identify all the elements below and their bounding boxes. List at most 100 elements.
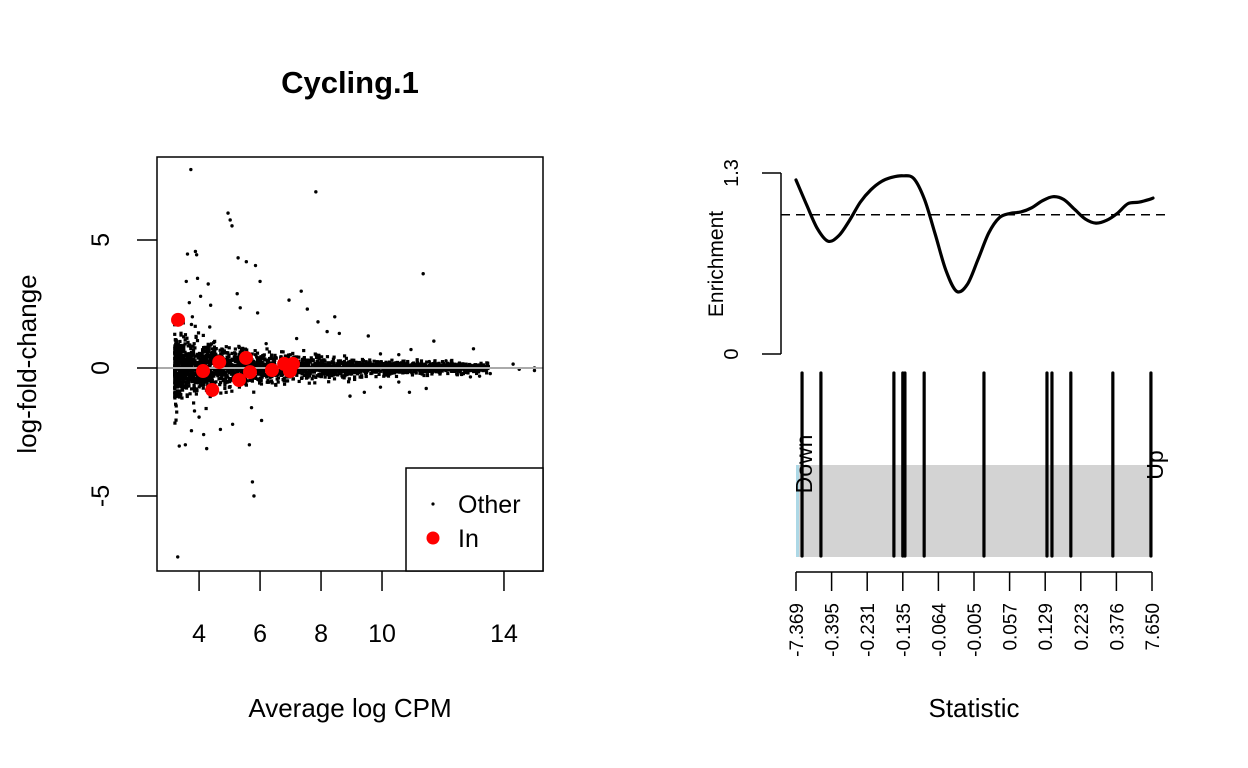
other-point xyxy=(200,383,204,387)
other-point xyxy=(197,356,201,360)
other-point xyxy=(226,369,230,373)
chart-title: Cycling.1 xyxy=(281,65,419,100)
other-point xyxy=(182,335,186,339)
other-point xyxy=(485,371,489,375)
other-point xyxy=(189,346,193,351)
other-point xyxy=(214,368,218,372)
other-point xyxy=(179,351,183,355)
other-point xyxy=(206,282,210,286)
other-point xyxy=(250,480,255,484)
other-point xyxy=(225,362,229,366)
other-point xyxy=(452,363,457,367)
other-point xyxy=(174,418,178,422)
other-point xyxy=(282,382,287,386)
other-point xyxy=(195,338,200,343)
other-point xyxy=(185,393,189,397)
other-point xyxy=(511,362,515,366)
other-point xyxy=(295,373,299,377)
other-point xyxy=(348,394,352,398)
other-point xyxy=(375,360,379,364)
other-point xyxy=(320,370,325,374)
other-point xyxy=(406,359,410,364)
other-point xyxy=(219,391,223,395)
other-point xyxy=(309,356,313,360)
other-point xyxy=(203,362,207,366)
other-point xyxy=(195,276,200,281)
other-point xyxy=(266,361,270,365)
other-point xyxy=(210,361,214,365)
other-point xyxy=(245,348,249,352)
other-point xyxy=(205,377,209,381)
other-point xyxy=(184,370,188,374)
other-point xyxy=(417,362,421,366)
legend-other-marker xyxy=(431,502,435,506)
other-point xyxy=(419,368,423,373)
other-point xyxy=(187,376,191,380)
other-point xyxy=(193,324,197,328)
other-point xyxy=(296,368,300,372)
other-point xyxy=(412,361,416,365)
x-tick-label: 10 xyxy=(368,620,396,648)
other-point xyxy=(176,354,180,358)
other-point xyxy=(423,362,427,366)
other-point xyxy=(313,352,317,356)
plot-frame xyxy=(156,156,544,572)
other-point xyxy=(302,357,306,361)
ma-plot: Cycling.1 4 6 8 10 14 -5 0 5 Average log CPM l… xyxy=(12,65,544,723)
other-point xyxy=(446,371,450,376)
other-point xyxy=(218,427,223,432)
other-point xyxy=(201,380,205,384)
other-point xyxy=(183,333,188,337)
other-point xyxy=(401,361,405,366)
other-point xyxy=(440,360,445,364)
other-point xyxy=(449,362,453,367)
other-point xyxy=(379,364,383,368)
other-point xyxy=(234,363,238,367)
other-point xyxy=(204,356,208,360)
other-point xyxy=(186,360,191,364)
other-point xyxy=(182,346,186,351)
other-point xyxy=(187,344,192,348)
other-point xyxy=(310,377,314,381)
other-point xyxy=(425,370,430,374)
other-point xyxy=(314,375,318,379)
other-point xyxy=(218,372,223,376)
other-point xyxy=(378,385,383,389)
other-point xyxy=(469,368,473,373)
other-point xyxy=(357,360,361,365)
other-point xyxy=(228,385,232,389)
other-point xyxy=(211,372,215,376)
other-point xyxy=(387,363,391,367)
other-point xyxy=(190,315,195,319)
other-point xyxy=(392,367,396,372)
other-point xyxy=(286,356,291,360)
other-point xyxy=(316,320,320,324)
other-point xyxy=(231,369,235,374)
other-point xyxy=(419,362,423,366)
other-point xyxy=(351,359,356,363)
other-point xyxy=(173,356,177,361)
other-point xyxy=(210,347,214,351)
y-tick-label: 5 xyxy=(87,233,115,247)
other-point xyxy=(209,342,214,346)
other-point xyxy=(330,374,334,378)
other-point xyxy=(208,303,213,307)
other-point xyxy=(313,368,317,372)
other-point xyxy=(383,367,387,372)
other-point xyxy=(202,354,206,358)
barcode-left-edge xyxy=(796,465,800,557)
other-point xyxy=(210,379,214,383)
statistic-tick-label: 0.223 xyxy=(1072,603,1093,651)
other-point xyxy=(187,352,191,356)
other-point xyxy=(372,364,376,369)
other-point xyxy=(325,355,330,359)
other-point xyxy=(176,362,181,366)
other-point xyxy=(261,373,265,378)
other-point xyxy=(179,353,183,357)
other-point xyxy=(197,415,201,419)
other-point xyxy=(320,355,324,359)
other-point xyxy=(186,379,190,383)
other-point xyxy=(378,352,383,356)
other-point xyxy=(223,351,227,355)
other-point xyxy=(316,362,320,366)
